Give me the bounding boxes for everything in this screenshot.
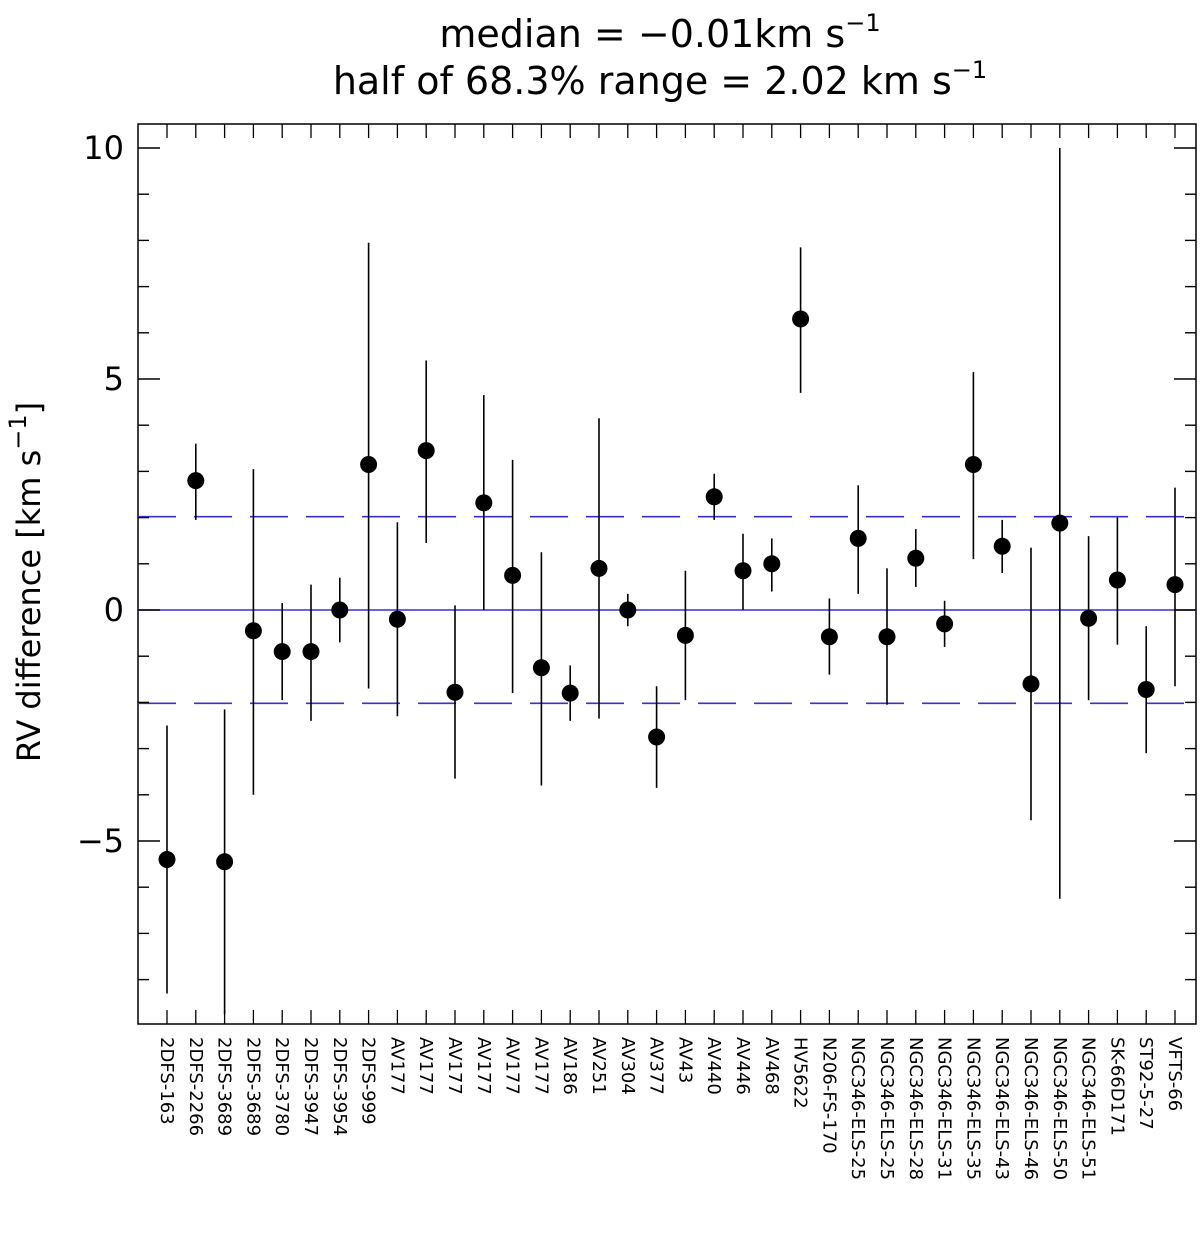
category-label: NGC346-ELS-35 xyxy=(962,1037,983,1180)
data-point xyxy=(590,559,608,577)
data-point xyxy=(1022,675,1040,693)
data-point xyxy=(936,615,954,633)
data-point xyxy=(273,643,291,661)
category-label: 2DFS-3780 xyxy=(271,1037,292,1136)
data-point xyxy=(619,601,637,619)
data-point xyxy=(820,628,838,646)
y-axis-label: RV difference [km s−1] xyxy=(4,402,48,762)
category-label: AV251 xyxy=(588,1037,609,1095)
category-label: 2DFS-3954 xyxy=(329,1037,350,1136)
data-point xyxy=(648,728,666,746)
category-label: AV440 xyxy=(703,1037,724,1095)
category-label: ST92-5-27 xyxy=(1135,1037,1156,1130)
y-tick-label: −5 xyxy=(77,822,124,860)
data-point xyxy=(331,601,349,619)
category-label: AV43 xyxy=(674,1037,695,1083)
chart-title: median = −0.01km s−1 half of 68.3% range… xyxy=(333,9,987,103)
data-point xyxy=(734,562,752,580)
category-labels: 2DFS-163 2DFS-2266 2DFS-3689 2DFS-3689 2DFS-… xyxy=(156,1037,1185,1180)
data-point xyxy=(1137,680,1155,698)
category-label: AV177 xyxy=(473,1037,494,1095)
category-label: AV177 xyxy=(530,1037,551,1095)
data-point xyxy=(417,442,435,460)
title-line-2: half of 68.3% range = 2.02 km s−1 xyxy=(333,56,987,103)
data-point xyxy=(792,310,810,328)
data-point xyxy=(532,659,550,677)
category-label: NGC346-ELS-43 xyxy=(991,1037,1012,1180)
data-point xyxy=(878,628,896,646)
category-label: 2DFS-3689 xyxy=(214,1037,235,1136)
category-label: AV177 xyxy=(502,1037,523,1095)
category-label: HV5622 xyxy=(790,1037,811,1109)
category-label: AV377 xyxy=(646,1037,667,1095)
data-point xyxy=(1108,571,1126,589)
category-label: AV446 xyxy=(732,1037,753,1095)
data-point xyxy=(475,494,493,512)
data-point xyxy=(705,488,723,506)
category-label: AV186 xyxy=(559,1037,580,1095)
y-ticks: −5 0 5 10 xyxy=(77,129,1196,981)
title-line-1: median = −0.01km s−1 xyxy=(439,9,880,56)
error-bars xyxy=(166,148,1176,1015)
data-point xyxy=(360,455,378,473)
data-point xyxy=(187,472,205,490)
y-tick-label: 5 xyxy=(104,360,124,398)
data-point xyxy=(1166,576,1184,594)
category-label: NGC346-ELS-46 xyxy=(1020,1037,1041,1180)
data-point xyxy=(302,643,320,661)
category-label: AV468 xyxy=(761,1037,782,1095)
data-point xyxy=(504,566,522,584)
category-label: NGC346-ELS-51 xyxy=(1078,1037,1099,1180)
category-label: AV177 xyxy=(415,1037,436,1095)
data-point xyxy=(158,850,176,868)
category-label: NGC346-ELS-25 xyxy=(876,1037,897,1180)
data-point xyxy=(1051,514,1069,532)
data-point xyxy=(676,626,694,644)
data-point xyxy=(964,455,982,473)
y-tick-label: 0 xyxy=(104,591,124,629)
category-label: 2DFS-999 xyxy=(358,1037,379,1125)
reference-lines xyxy=(138,515,1196,705)
category-label: AV177 xyxy=(444,1037,465,1095)
category-label: NGC346-ELS-50 xyxy=(1049,1037,1070,1180)
category-label: NGC346-ELS-25 xyxy=(847,1037,868,1180)
category-label: 2DFS-3947 xyxy=(300,1037,321,1136)
category-label: 2DFS-3689 xyxy=(242,1037,263,1136)
category-label: NGC346-ELS-28 xyxy=(905,1037,926,1180)
category-label: VFTS-66 xyxy=(1164,1037,1185,1111)
category-label: N206-FS-170 xyxy=(818,1037,839,1154)
category-label: 2DFS-163 xyxy=(156,1037,177,1125)
x-ticks xyxy=(166,124,1176,1024)
data-point xyxy=(993,537,1011,555)
data-point xyxy=(446,683,464,701)
category-label: 2DFS-2266 xyxy=(185,1037,206,1136)
category-label: SK-66D171 xyxy=(1106,1037,1127,1136)
data-point xyxy=(561,684,579,702)
plot-frame xyxy=(137,123,1197,1025)
data-point xyxy=(849,529,867,547)
category-label: AV177 xyxy=(386,1037,407,1095)
data-point xyxy=(763,555,781,573)
category-label: AV304 xyxy=(617,1037,638,1095)
data-point xyxy=(244,622,262,640)
data-point xyxy=(1080,609,1098,627)
category-label: NGC346-ELS-31 xyxy=(934,1037,955,1180)
data-point xyxy=(216,853,234,871)
data-points xyxy=(158,310,1184,871)
data-point xyxy=(907,549,925,567)
y-tick-label: 10 xyxy=(83,129,124,167)
data-point xyxy=(388,610,406,628)
